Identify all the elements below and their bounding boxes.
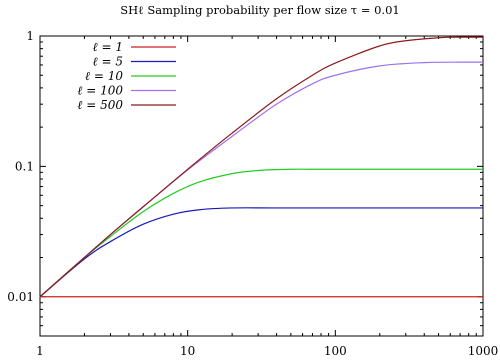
y-tick-label: 0.01 [7,290,34,304]
x-tick-label: 10 [180,344,195,358]
plot-frame [39,35,484,337]
series-line-3 [39,168,483,298]
legend-label: ℓ = 10 [85,69,123,83]
x-tick-label: 1000 [468,344,499,358]
series-line-2 [39,207,483,298]
legend-label: ℓ = 500 [77,98,123,112]
legend-label: ℓ = 1 [93,40,123,54]
legend-label: ℓ = 5 [93,55,123,69]
axis-ticks: 1 10 100 1000 0.01 0.1 1 [7,29,498,358]
x-tick-label: 1 [36,344,44,358]
x-tick-label: 100 [324,344,347,358]
legend-label: ℓ = 100 [77,84,123,98]
chart-title: SHℓ Sampling probability per flow size τ… [120,3,399,17]
y-tick-label: 0.1 [15,159,34,173]
series-lines [39,36,484,298]
series-line-5 [39,36,484,298]
y-tick-label: 1 [26,29,34,43]
